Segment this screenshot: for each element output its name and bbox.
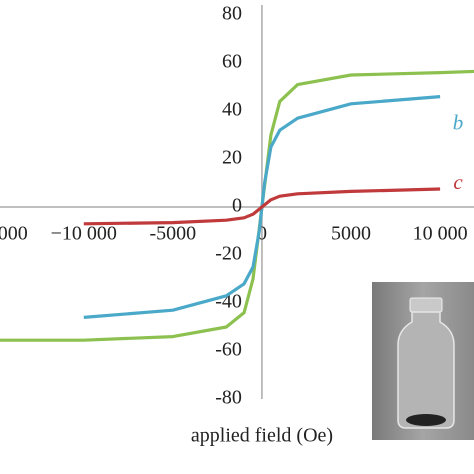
- x-axis-label: applied field (Oe): [191, 425, 333, 447]
- inset-photo: [372, 282, 474, 440]
- series-line: [83, 187, 441, 226]
- x-tick-label: 10 000: [413, 223, 468, 245]
- y-tick-label: 40: [222, 99, 242, 121]
- x-tick-label: −10 000: [51, 223, 117, 245]
- series-label: c: [453, 170, 463, 194]
- y-tick-label: -80: [215, 387, 242, 409]
- y-tick-label: -60: [215, 339, 242, 361]
- y-tick-label: 60: [222, 51, 242, 73]
- y-tick-label: -20: [215, 243, 242, 265]
- x-tick-label: −15 000: [0, 223, 28, 245]
- x-tick-label: -5000: [150, 223, 197, 245]
- y-tick-label: 20: [222, 147, 242, 169]
- series-label: b: [453, 110, 464, 134]
- x-tick-label: 0: [257, 223, 267, 245]
- y-tick-label: 80: [222, 3, 242, 25]
- y-tick-label: 0: [232, 195, 242, 217]
- x-tick-label: 5000: [331, 223, 371, 245]
